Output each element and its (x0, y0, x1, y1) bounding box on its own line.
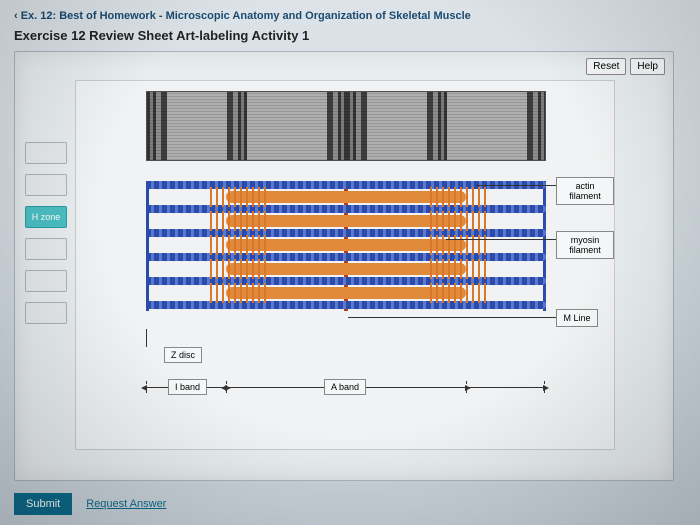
drop-slot[interactable] (25, 174, 67, 196)
myosin-filament (226, 263, 466, 275)
reset-button[interactable]: Reset (586, 58, 626, 75)
tick-mark (544, 381, 545, 393)
filament-schematic (146, 181, 546, 311)
electron-micrograph (146, 91, 546, 161)
label-aband: A band (324, 379, 366, 395)
label-zdisc: Z disc (164, 347, 202, 363)
leader-line (348, 317, 556, 318)
z-disc-marker (146, 181, 149, 311)
leader-line (146, 329, 147, 347)
label-actin: actin filament (556, 177, 614, 205)
label-iband: I band (168, 379, 207, 395)
drop-target-column: H zone (25, 142, 67, 324)
myosin-filament (226, 287, 466, 299)
drop-slot[interactable] (25, 302, 67, 324)
myosin-filament (226, 239, 466, 251)
breadcrumb[interactable]: ‹ Ex. 12: Best of Homework - Microscopic… (14, 10, 686, 22)
sarcomere-diagram: actin filament myosin filament M Line Z … (75, 80, 615, 450)
label-myosin: myosin filament (556, 231, 614, 259)
drop-slot[interactable] (25, 238, 67, 260)
myosin-filament (226, 215, 466, 227)
activity-panel: Reset Help H zone (14, 51, 674, 481)
drop-slot-filled[interactable]: H zone (25, 206, 67, 228)
help-button[interactable]: Help (630, 58, 665, 75)
z-disc-marker (543, 181, 546, 311)
span-extension (466, 387, 544, 388)
leader-line (446, 239, 556, 240)
myosin-filament (226, 191, 466, 203)
tick-mark (146, 381, 147, 393)
request-answer-link[interactable]: Request Answer (86, 498, 166, 510)
drop-slot[interactable] (25, 270, 67, 292)
bracket-area: Z disc I band A band (146, 329, 546, 419)
drop-slot[interactable] (25, 142, 67, 164)
leader-line (476, 185, 556, 186)
page-title: Exercise 12 Review Sheet Art-labeling Ac… (14, 28, 686, 43)
submit-button[interactable]: Submit (14, 493, 72, 515)
label-mline: M Line (556, 309, 598, 327)
